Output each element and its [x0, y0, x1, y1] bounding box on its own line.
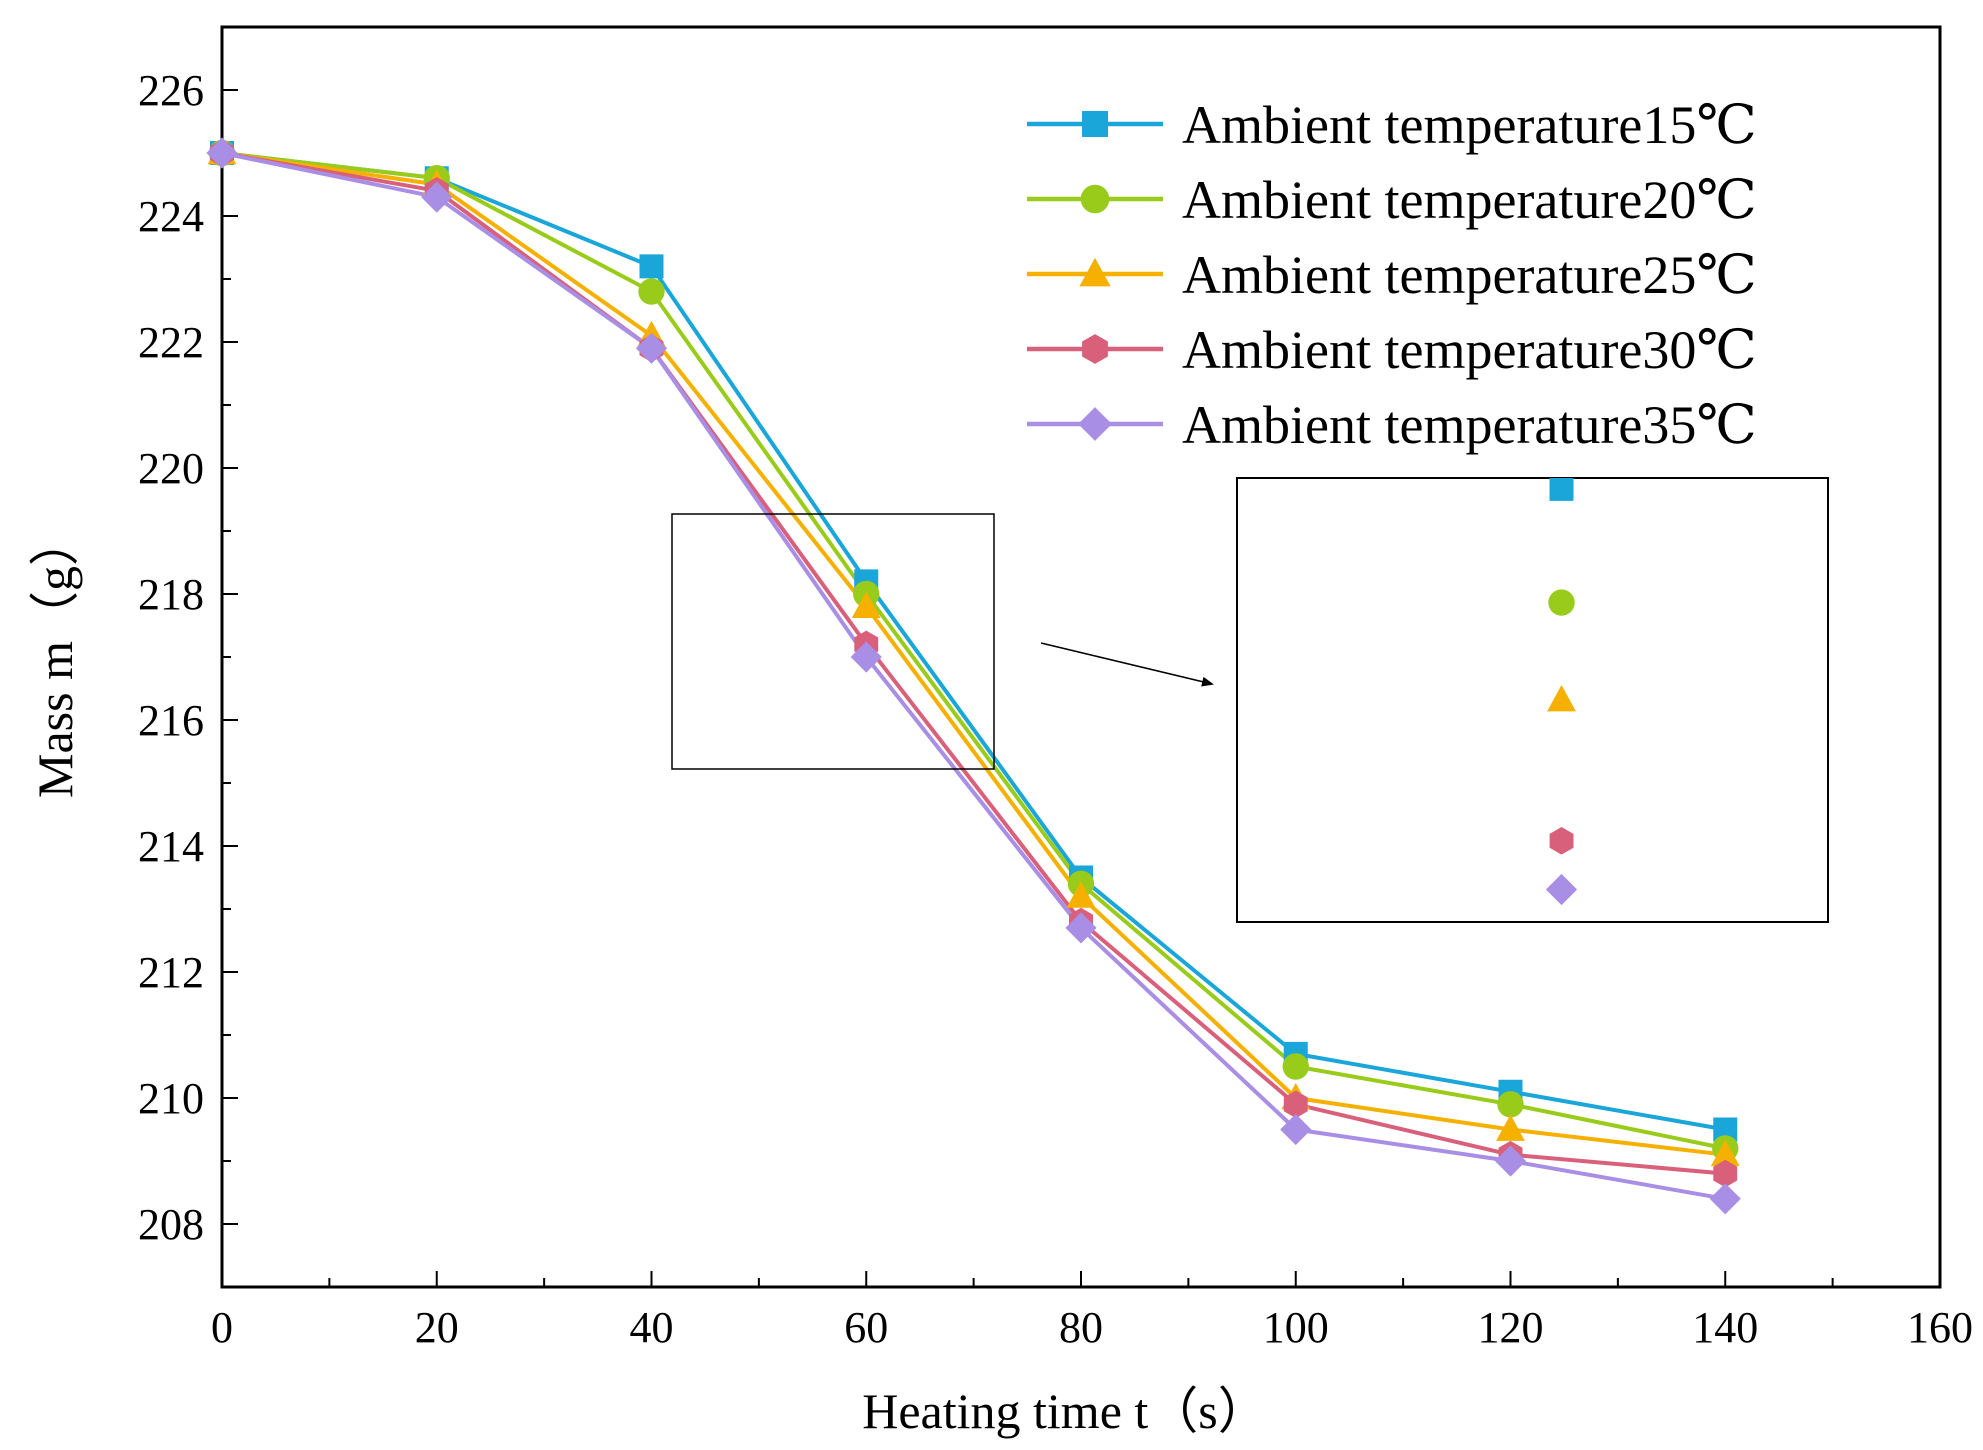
legend-entry: Ambient temperature15℃	[1027, 95, 1757, 155]
series-1	[221, 151, 1726, 1132]
y-tick-labels: 208 210 212 214 216 218 220 222 224 226	[138, 66, 204, 1249]
inset-marker	[1548, 589, 1575, 616]
y-tick-label: 220	[138, 444, 204, 493]
inset-line	[678, 186, 1043, 901]
legend-entry: Ambient temperature20℃	[1027, 170, 1757, 230]
legend-marker	[1082, 111, 1108, 137]
data-point	[1709, 1183, 1741, 1215]
x-tick-label: 20	[415, 1303, 459, 1352]
data-point	[1497, 1091, 1524, 1118]
y-tick-label: 208	[138, 1200, 204, 1249]
data-point	[850, 641, 882, 673]
x-axis-title: Heating time t（s）	[862, 1383, 1268, 1439]
legend-marker	[1082, 334, 1108, 364]
x-tick-label: 40	[630, 1303, 674, 1352]
legend: Ambient temperature15℃ Ambient temperatur…	[1027, 95, 1757, 455]
data-point	[639, 254, 664, 279]
x-tick-label: 160	[1907, 1303, 1973, 1352]
series-line	[221, 151, 1726, 1157]
series-5	[221, 151, 1726, 1201]
zoom-region-box	[671, 513, 995, 770]
series-markers-5	[206, 137, 1741, 1215]
y-tick-label: 222	[138, 318, 204, 367]
series-layer	[206, 137, 1741, 1215]
inset-line	[833, 294, 1198, 1009]
data-point	[206, 137, 238, 169]
y-tick-label: 210	[138, 1074, 204, 1123]
legend-marker	[1078, 407, 1112, 441]
x-tick-label: 0	[211, 1303, 233, 1352]
legend-marker	[1080, 184, 1110, 214]
y-axis-title: Mass m（g）	[27, 516, 83, 798]
data-point	[1066, 881, 1096, 908]
series-4	[221, 151, 1726, 1176]
y-axis-ticks	[222, 26, 238, 1288]
data-point	[1710, 1139, 1740, 1167]
data-point	[1496, 1114, 1525, 1141]
legend-label: Ambient temperature30℃	[1182, 320, 1757, 380]
data-point	[638, 278, 665, 305]
inset-line	[730, 207, 1095, 922]
x-tick-labels: 0 20 40 60 80 100 120 140 160	[211, 1303, 1973, 1352]
legend-entry: Ambient temperature30℃	[1027, 320, 1757, 380]
series-3	[221, 151, 1726, 1157]
y-tick-label: 216	[138, 696, 204, 745]
y-tick-label: 226	[138, 66, 204, 115]
data-point	[1065, 912, 1097, 944]
data-point	[1713, 1117, 1738, 1142]
series-line	[221, 151, 1726, 1201]
inset-marker	[1545, 873, 1578, 906]
data-point	[1283, 1090, 1308, 1119]
series-2	[221, 151, 1726, 1151]
x-axis-ticks	[221, 1271, 1941, 1287]
y-tick-label: 212	[138, 948, 204, 997]
series-line	[221, 151, 1726, 1151]
x-tick-label: 120	[1478, 1303, 1544, 1352]
legend-entry: Ambient temperature25℃	[1027, 245, 1757, 305]
zoom-arrow	[1040, 642, 1214, 687]
inset-marker	[1549, 827, 1574, 855]
legend-label: Ambient temperature15℃	[1182, 95, 1757, 155]
legend-marker	[1079, 257, 1111, 287]
x-tick-label: 100	[1263, 1303, 1329, 1352]
data-point	[1280, 1113, 1312, 1146]
inset-series-5	[833, 294, 1198, 1009]
x-tick-label: 60	[844, 1303, 888, 1352]
data-point	[421, 181, 453, 213]
y-tick-label: 214	[138, 822, 204, 871]
data-point	[1713, 1159, 1738, 1188]
x-tick-label: 80	[1059, 1303, 1103, 1352]
legend-label: Ambient temperature35℃	[1182, 395, 1757, 455]
inset-layer	[678, 186, 1578, 1009]
legend-entry: Ambient temperature35℃	[1027, 395, 1757, 455]
data-point	[851, 591, 881, 618]
inset-series-3	[730, 207, 1095, 922]
data-point	[1494, 1145, 1527, 1177]
inset-panel	[1236, 477, 1829, 923]
data-point	[1282, 1053, 1309, 1080]
series-line	[221, 151, 1726, 1132]
legend-label: Ambient temperature25℃	[1182, 245, 1757, 305]
inset-series-2	[678, 186, 1043, 901]
inset-marker	[1547, 685, 1576, 712]
y-tick-label: 224	[138, 192, 204, 241]
inset-marker	[1549, 478, 1574, 501]
y-tick-label: 218	[138, 570, 204, 619]
legend-label: Ambient temperature20℃	[1182, 170, 1757, 230]
series-line	[221, 151, 1726, 1176]
x-tick-label: 140	[1692, 1303, 1758, 1352]
data-point	[635, 332, 668, 364]
